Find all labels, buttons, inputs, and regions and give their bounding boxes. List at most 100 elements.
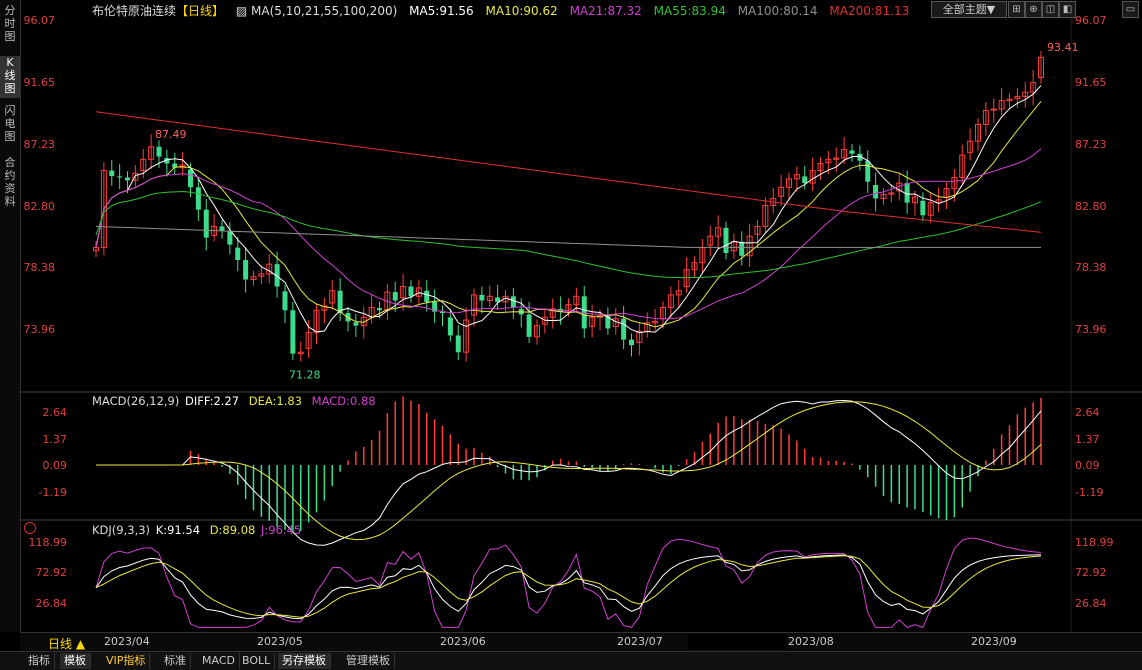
candle-body (589, 316, 596, 327)
candle-body (888, 192, 895, 195)
period-switch-button[interactable]: 日线 ▲ (48, 637, 86, 651)
low-price-label: 71.28 (289, 368, 321, 381)
tab-template[interactable]: 模板 (60, 653, 91, 669)
candle-body (188, 169, 193, 188)
kdj-legend: KDJ(9,3,3) K:91.54 D:89.08 J:96.45 (92, 523, 307, 537)
tab-manage-template[interactable]: 管理模板 (342, 653, 395, 669)
kdj-d-line (95, 555, 1042, 618)
x-date-label: 2023/07 (617, 635, 663, 648)
candle-body (534, 325, 540, 338)
candle-body (825, 158, 832, 164)
candle-body (817, 163, 824, 172)
candle-body (100, 170, 107, 248)
window-icon[interactable]: ▭ (1122, 1, 1139, 18)
candle-body (337, 290, 343, 314)
price-legend: 布伦特原油连续【日线】 ▨ MA(5,10,21,55,100,200) MA5… (92, 2, 917, 20)
kline-chart[interactable]: 96.07 96.07 91.65 91.65 87.23 87.23 82.80 82.80… (21, 0, 1142, 632)
candle-body (479, 294, 485, 301)
macd-axis-label-left: 0.09 (43, 459, 68, 472)
price-axis-label-left: 78.38 (24, 261, 56, 274)
kdj-axis-label-right: 118.99 (1075, 536, 1114, 549)
tab-vip-indicator[interactable]: VIP指标 (102, 653, 151, 669)
ma55-value: MA55:83.94 (653, 4, 726, 18)
candle-body (793, 174, 800, 180)
zoom-icon[interactable]: ⊕ (1025, 1, 1042, 18)
tab-macd[interactable]: MACD (198, 653, 240, 669)
kdj-axis-label-left: 72.92 (36, 566, 68, 579)
candle-body (156, 146, 162, 157)
candle-body (927, 202, 934, 216)
sidebar-item-contract-info[interactable]: 合 约 资 料 (4, 156, 16, 208)
x-date-label: 2023/06 (440, 635, 486, 648)
candle-body (440, 311, 445, 314)
x-date-label: 2023/09 (971, 635, 1017, 648)
panel-icon[interactable]: ◧ (1059, 1, 1076, 18)
candle-body (802, 176, 808, 184)
redaction-bar (688, 634, 786, 650)
kdj-axis-label-left: 26.84 (36, 597, 68, 610)
chart-area[interactable]: 96.07 96.07 91.65 91.65 87.23 87.23 82.80 82.80… (20, 0, 1142, 632)
candle-body (723, 227, 729, 253)
theme-select[interactable]: 全部主题▼ (931, 1, 1007, 18)
candle-body (400, 286, 407, 299)
macd-value: MACD:0.88 (311, 394, 376, 408)
candle-body (258, 273, 265, 277)
candle-body (715, 227, 722, 237)
candle-body (510, 296, 516, 308)
candle-body (125, 177, 130, 181)
sidebar-item-kline[interactable]: K 线 图 (0, 56, 20, 98)
candle-body (526, 314, 532, 337)
ma-params: ▨ MA(5,10,21,55,100,200) (235, 4, 398, 18)
ma5-line (95, 85, 1042, 334)
candle-body (305, 332, 312, 349)
candle-body (117, 176, 123, 178)
candle-body (967, 140, 974, 153)
candle-body (172, 163, 178, 168)
candle-body (746, 235, 753, 257)
split-icon[interactable]: ◫ (1042, 1, 1059, 18)
candle-body (786, 178, 792, 188)
sidebar-item-flash[interactable]: 闪 电 图 (4, 104, 16, 143)
candle-body (636, 330, 643, 343)
candle-body (849, 150, 855, 154)
ma5-value: MA5:91.56 (409, 4, 474, 18)
ma10-value: MA10:90.62 (485, 4, 558, 18)
candle-body (605, 315, 611, 329)
sidebar-item-timeshare[interactable]: 分 时 图 (4, 4, 16, 43)
candle-body (809, 170, 816, 184)
tab-save-template[interactable]: 另存模板 (278, 653, 331, 669)
macd-axis-label-right: 0.09 (1075, 459, 1100, 472)
candle-body (329, 290, 336, 304)
candle-body (486, 295, 493, 301)
macd-diff-line (96, 399, 1042, 546)
price-axis-label-right: 78.38 (1075, 261, 1107, 274)
candle-body (447, 317, 453, 336)
layout-icon[interactable]: ⊞ (1008, 1, 1025, 18)
ma21-line (95, 148, 1042, 320)
candle-body (1022, 91, 1029, 97)
candle-body (250, 276, 257, 281)
candle-body (243, 259, 249, 280)
candle-body (203, 209, 209, 238)
kdj-settings-icon[interactable] (24, 522, 36, 534)
candle-body (865, 160, 871, 182)
kdj-j: J:96.45 (261, 523, 302, 537)
macd-axis-label-right: 1.37 (1075, 433, 1100, 446)
candle-body (266, 263, 273, 275)
x-date-label: 2023/08 (788, 635, 834, 648)
candle-body (754, 225, 761, 235)
candle-body (282, 291, 288, 311)
high-price-label: 87.49 (155, 128, 187, 141)
candle-body (841, 149, 848, 159)
tab-boll[interactable]: BOLL (238, 653, 276, 669)
candle-body (667, 294, 674, 308)
candle-body (920, 200, 926, 216)
candle-body (164, 157, 170, 164)
candle-body (857, 153, 863, 161)
tab-standard[interactable]: 标准 (160, 653, 191, 669)
tab-indicator[interactable]: 指标 (24, 653, 55, 669)
candle-body (1038, 56, 1044, 78)
ma100-value: MA100:80.14 (737, 4, 818, 18)
candle-body (683, 269, 690, 288)
kdj-axis-label-right: 26.84 (1075, 597, 1107, 610)
